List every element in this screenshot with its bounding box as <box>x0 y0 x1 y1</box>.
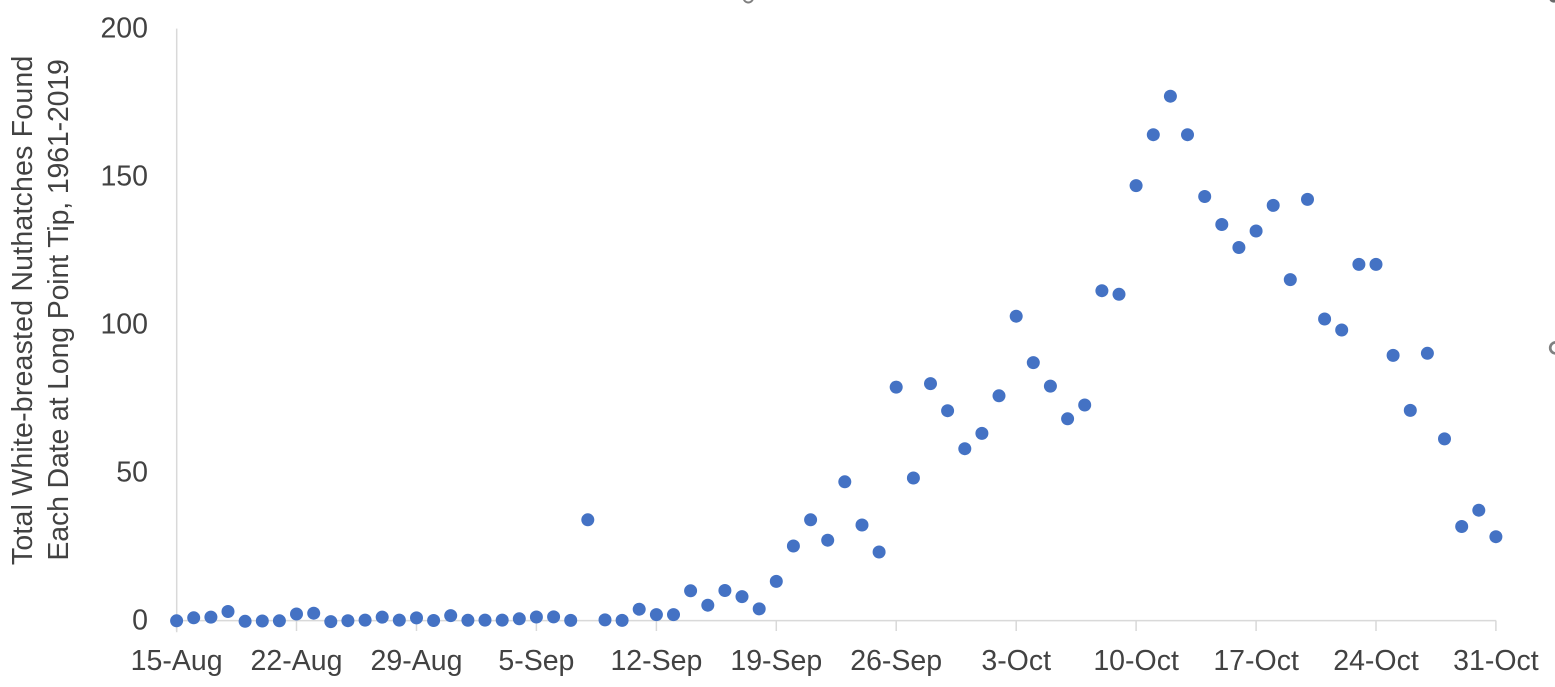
svg-text:29-Aug: 29-Aug <box>371 645 463 677</box>
svg-text:50: 50 <box>116 456 148 488</box>
svg-text:22-Aug: 22-Aug <box>251 645 343 677</box>
svg-text:24-Oct: 24-Oct <box>1333 645 1419 677</box>
svg-text:26-Sep: 26-Sep <box>850 645 942 677</box>
svg-text:200: 200 <box>100 13 148 45</box>
svg-text:31-Oct: 31-Oct <box>1453 645 1539 677</box>
svg-text:12-Sep: 12-Sep <box>610 645 702 677</box>
svg-text:5-Sep: 5-Sep <box>498 645 574 677</box>
svg-text:15-Aug: 15-Aug <box>131 645 223 677</box>
svg-text:10-Oct: 10-Oct <box>1093 645 1179 677</box>
svg-text:150: 150 <box>100 161 148 193</box>
svg-text:Total White-breasted Nuthatche: Total White-breasted Nuthatches Found <box>7 56 39 566</box>
svg-text:0: 0 <box>132 604 148 636</box>
svg-text:17-Oct: 17-Oct <box>1213 645 1299 677</box>
svg-text:3-Oct: 3-Oct <box>981 645 1051 677</box>
svg-text:19-Sep: 19-Sep <box>730 645 822 677</box>
svg-text:Each Date at Long Point Tip, 1: Each Date at Long Point Tip, 1961-2019 <box>43 59 75 560</box>
svg-text:100: 100 <box>100 309 148 341</box>
